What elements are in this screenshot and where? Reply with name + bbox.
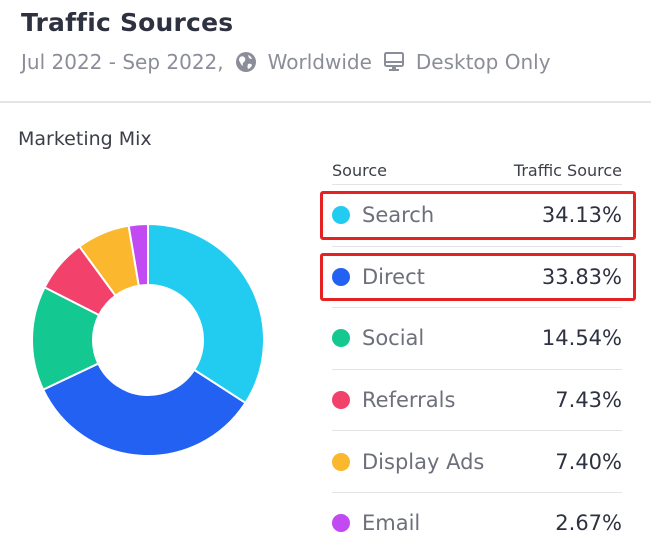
header-source: Source	[332, 160, 387, 180]
table-header: Source Traffic Source	[332, 156, 622, 184]
row-social[interactable]: Social 14.54%	[332, 307, 622, 369]
legend-dot-social	[332, 329, 350, 348]
value-social: 14.54%	[541, 326, 622, 351]
source-cell: Referrals	[332, 388, 455, 412]
source-name-referrals: Referrals	[362, 388, 456, 413]
source-name-social: Social	[362, 326, 425, 351]
device-label[interactable]: Desktop Only	[415, 50, 551, 74]
legend-dot-referrals	[332, 391, 350, 410]
row-email[interactable]: Email 2.67%	[332, 491, 622, 554]
source-cell: Display Ads	[332, 450, 484, 474]
date-range[interactable]: Jul 2022 - Sep 2022,	[21, 50, 224, 74]
legend-dot-direct	[332, 267, 350, 286]
value-display-ads: 7.40%	[555, 449, 622, 474]
row-search[interactable]: Search 34.13%	[320, 184, 636, 246]
monitor-icon	[382, 50, 406, 74]
globe-icon	[234, 50, 258, 74]
slice-direct[interactable]	[41, 362, 247, 457]
row-direct[interactable]: Direct 33.83%	[320, 245, 636, 308]
row-referrals[interactable]: Referrals 7.43%	[332, 368, 622, 431]
subtitle-bar: Jul 2022 - Sep 2022, Worldwide Desktop O…	[21, 48, 551, 76]
slice-search[interactable]	[147, 222, 265, 405]
value-search: 34.13%	[541, 203, 622, 228]
value-direct: 33.83%	[541, 264, 622, 289]
source-name-display-ads: Display Ads	[362, 449, 485, 474]
legend-dot-display-ads	[332, 452, 350, 471]
header-divider	[0, 101, 651, 103]
source-cell: Direct	[332, 265, 425, 289]
legend-dot-search	[332, 206, 350, 225]
donut-chart	[31, 222, 265, 457]
section-label: Marketing Mix	[18, 128, 152, 150]
row-display-ads[interactable]: Display Ads 7.40%	[332, 430, 622, 492]
legend-dot-email	[332, 514, 350, 533]
source-name-direct: Direct	[362, 264, 425, 289]
traffic-table: Source Traffic Source Search 34.13% Direct…	[320, 156, 636, 554]
value-referrals: 7.43%	[555, 388, 622, 413]
source-name-email: Email	[362, 511, 421, 536]
header-traffic-source: Traffic Source	[513, 160, 622, 180]
value-email: 2.67%	[555, 511, 622, 536]
source-cell: Social	[332, 326, 424, 350]
source-cell: Search	[332, 203, 434, 227]
source-cell: Email	[332, 511, 420, 535]
page-title: Traffic Sources	[21, 8, 234, 37]
region-label[interactable]: Worldwide	[267, 50, 372, 74]
source-name-search: Search	[362, 203, 435, 228]
slice-email[interactable]	[127, 222, 149, 287]
